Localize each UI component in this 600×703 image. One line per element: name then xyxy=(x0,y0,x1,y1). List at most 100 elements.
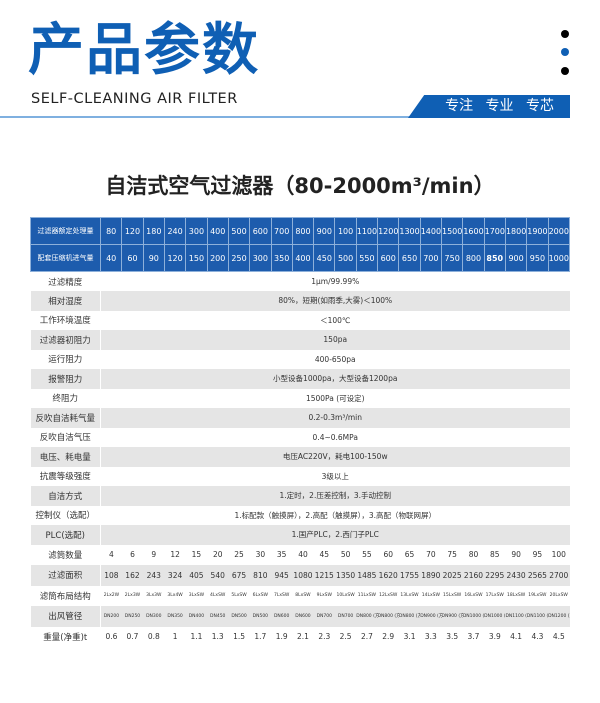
spec-row: 工作环境温度 ＜100℃ xyxy=(30,310,570,330)
filter-area-cell: 540 xyxy=(207,565,229,586)
outlet-pipe-cell: DN1100 (方转圆) xyxy=(505,606,527,627)
spec-label: 自洁方式 xyxy=(30,486,101,506)
filter-layout-cell: 8LxSW xyxy=(295,593,311,599)
spec-value: ＜100℃ xyxy=(320,315,351,325)
compressor-intake-cell: 40 xyxy=(99,244,123,272)
spec-row: 报警阻力 小型设备1000pa，大型设备1200pa xyxy=(30,369,570,389)
net-weight-cell: 2.9 xyxy=(382,632,395,642)
rated-capacity-cell: 600 xyxy=(249,217,272,245)
spec-value: 0.2-0.3m³/min xyxy=(100,408,570,428)
filter-area-cell: 1080 xyxy=(292,565,314,586)
filter-count-label: 滤筒数量 xyxy=(30,544,101,565)
spec-label: 过滤器初阻力 xyxy=(30,330,101,350)
filter-area-cell: 2430 xyxy=(505,565,527,586)
compressor-intake-cell: 1000 xyxy=(547,244,571,272)
filter-area-cell: 2160 xyxy=(462,565,485,586)
outlet-pipe-cell: DN900 (方转圆) xyxy=(441,606,463,627)
filter-area-cell: 405 xyxy=(185,565,208,586)
rated-capacity-cell: 1900 xyxy=(526,217,549,245)
filter-area-cell: 2295 xyxy=(484,565,506,586)
rated-capacity-label: 过滤器额定处理量 xyxy=(30,217,101,245)
spec-value: 1500Pa (可设定) xyxy=(305,393,365,403)
spec-row: 自洁方式 1.定时，2.压差控制，3.手动控制 xyxy=(30,486,570,506)
filter-layout-cell: 11LxSW xyxy=(357,593,376,599)
divider xyxy=(0,116,412,118)
spec-label: 工作环境温度 xyxy=(30,310,101,330)
spec-label: PLC(选配) xyxy=(30,525,101,545)
filter-area-cell: 945 xyxy=(271,565,293,586)
spec-row: 过滤器初阻力 150pa xyxy=(30,330,570,350)
filter-layout-cell: 5LxSW xyxy=(231,593,247,599)
filter-layout-cell: 6LxSW xyxy=(252,593,269,599)
spec-label: 反吹自洁耗气量 xyxy=(30,408,101,428)
filter-layout-cell: 14LxSW xyxy=(421,593,440,599)
rated-capacity-cell: 400 xyxy=(206,217,229,245)
rated-capacity-cell: 2000 xyxy=(547,217,571,245)
spec-row: 控制仪（选配） 1.标配款（触摸屏），2.高配（触摸屏），3.高配（物联网屏） xyxy=(30,505,570,525)
outlet-pipe-cell: DN400 xyxy=(185,606,208,627)
filter-count-cell: 6 xyxy=(130,550,135,560)
net-weight-cell: 4.5 xyxy=(552,632,565,642)
filter-layout-cell: 10LxSW xyxy=(336,593,355,599)
filter-area-cell: 108 xyxy=(100,565,122,586)
compressor-intake-cell: 850 xyxy=(483,244,506,272)
spec-label: 过滤精度 xyxy=(30,271,101,291)
dot-icon xyxy=(561,30,569,38)
spec-value: 400-650pa xyxy=(314,354,356,364)
rated-capacity-cell: 1300 xyxy=(398,217,421,245)
filter-area-cell: 810 xyxy=(249,565,271,586)
compressor-intake-cell: 250 xyxy=(227,244,251,272)
compressor-intake-cell: 950 xyxy=(526,244,549,272)
net-weight-row: 重量(净重)t 0.6 0.7 0.8 1 1.1 1.3 1.5 1.7 1.9 2.1 2.3 2.… xyxy=(30,626,570,647)
compressor-intake-cell: 800 xyxy=(462,244,485,272)
filter-layout-cell: 9LxSW xyxy=(316,593,332,599)
filter-count-cell: 4 xyxy=(109,550,114,560)
spec-row: 终阻力 1500Pa (可设定) xyxy=(30,388,570,408)
rated-capacity-cell: 180 xyxy=(142,217,165,245)
page-subtitle: SELF-CLEANING AIR FILTER xyxy=(31,91,238,107)
spec-row: 相对湿度 80%，短期(如雨季,大雾)＜100% xyxy=(30,291,570,311)
filter-layout-cell: 16LxSW xyxy=(464,593,483,599)
spec-row: 抗震等级强度 3级以上 xyxy=(30,466,570,486)
filter-count-cell: 30 xyxy=(255,550,266,560)
filter-area-row: 过滤面积 108 162 243 324 405 540 675 810 945 1080 1215 1… xyxy=(30,565,570,586)
outlet-pipe-cell: DN200 xyxy=(100,606,122,627)
spec-row: 反吹自洁气压 0.4~0.6MPa xyxy=(30,427,570,447)
filter-count-cell: 50 xyxy=(340,550,351,560)
rated-capacity-cell: 300 xyxy=(185,217,208,245)
filter-layout-cell: 2Lx2W xyxy=(103,593,120,599)
outlet-pipe-cell: DN800 (方转圆) xyxy=(377,606,399,627)
spec-label: 电压、耗电量 xyxy=(30,447,101,467)
outlet-pipe-cell: DN1100 (方转圆) xyxy=(526,606,549,627)
compressor-intake-cell: 450 xyxy=(313,244,336,272)
slogan-banner: 专注 专业 专芯 xyxy=(408,95,570,118)
compressor-intake-cell: 700 xyxy=(419,244,443,272)
filter-area-cell: 243 xyxy=(143,565,165,586)
filter-layout-cell: 7LxSW xyxy=(273,593,290,599)
rated-capacity-cell: 800 xyxy=(291,217,315,245)
net-weight-cell: 3.9 xyxy=(488,632,501,642)
page-title: 产品参数 xyxy=(28,18,260,83)
filter-count-cell: 9 xyxy=(151,550,157,560)
filter-count-cell: 20 xyxy=(212,550,223,560)
spec-value: 电压AC220V，耗电100-150w xyxy=(100,447,570,467)
filter-area-cell: 2025 xyxy=(441,565,463,586)
rated-capacity-cell: 1800 xyxy=(504,217,528,245)
rated-capacity-cell: 700 xyxy=(270,217,293,245)
filter-layout-cell: 18LxSW xyxy=(506,593,526,599)
spec-value: 1μm/99.99% xyxy=(311,277,360,286)
filter-count-cell: 25 xyxy=(234,550,244,560)
net-weight-cell: 1.5 xyxy=(233,632,245,642)
filter-layout-cell: 3LxSW xyxy=(188,593,205,599)
net-weight-cell: 0.8 xyxy=(147,632,160,642)
net-weight-cell: 1.7 xyxy=(254,632,267,642)
compressor-intake-cell: 550 xyxy=(355,244,379,272)
filter-area-cell: 1755 xyxy=(398,565,421,586)
compressor-intake-cell: 500 xyxy=(334,244,357,272)
spec-value: 小型设备1000pa，大型设备1200pa xyxy=(100,369,570,389)
rated-capacity-cell: 1600 xyxy=(462,217,485,245)
outlet-pipe-cell: DN500 xyxy=(228,606,250,627)
dot-icon xyxy=(561,48,569,56)
net-weight-cell: 4.3 xyxy=(531,632,544,642)
filter-area-cell: 1215 xyxy=(313,565,335,586)
